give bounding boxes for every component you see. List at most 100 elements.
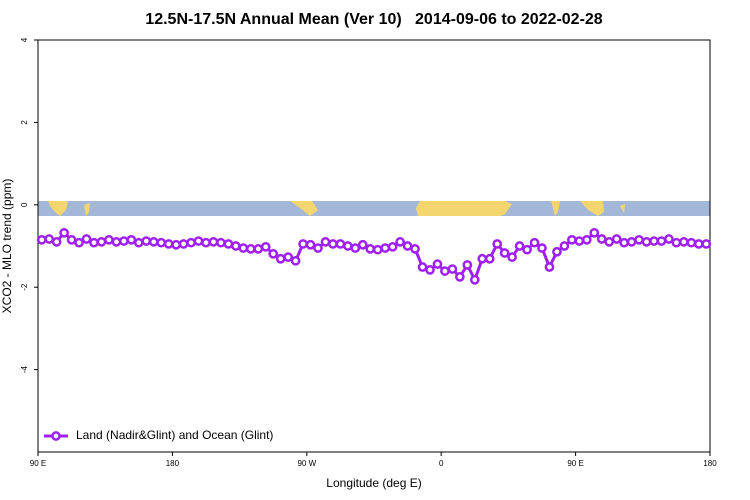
data-point [649, 236, 659, 246]
x-axis-label: Longitude (deg E) [326, 476, 421, 490]
data-point [626, 237, 637, 247]
data-point [634, 234, 644, 245]
data-point [275, 253, 286, 264]
data-point [216, 237, 226, 248]
data-point [89, 237, 99, 248]
data-point [231, 241, 241, 251]
data-point [484, 253, 495, 264]
y-tick-label: -2 [20, 283, 29, 291]
data-point [201, 237, 211, 248]
data-point [641, 237, 652, 247]
data-point [425, 265, 435, 275]
data-point [268, 248, 279, 259]
data-point [499, 248, 510, 258]
data-point [402, 241, 413, 251]
data-point [365, 244, 376, 254]
data-point [589, 227, 600, 238]
data-point [581, 234, 592, 245]
data-point [537, 243, 547, 253]
data-point [148, 237, 159, 247]
data-point [171, 239, 181, 250]
data-point [283, 252, 293, 262]
data-point [462, 260, 473, 270]
data-point [477, 253, 488, 264]
data-point [492, 239, 503, 249]
data-point [119, 236, 129, 246]
data-point [245, 244, 256, 254]
x-tick-label: 180 [703, 459, 717, 468]
data-point [596, 234, 607, 244]
data-point [619, 237, 629, 248]
data-point [133, 237, 144, 248]
data-point [469, 274, 480, 285]
data-point [126, 234, 137, 245]
y-axis-label: XCO2 - MLO trend (ppm) [0, 179, 14, 314]
data-point [380, 243, 391, 253]
legend-marker [51, 431, 61, 441]
data-point [447, 264, 458, 274]
data-point [238, 243, 249, 253]
data-point [343, 241, 353, 251]
data-point [529, 237, 540, 248]
data-point [604, 237, 615, 247]
data-point [432, 259, 443, 269]
data-point [514, 241, 525, 251]
data-point [178, 239, 189, 249]
data-point [298, 239, 308, 249]
data-point [208, 237, 219, 247]
legend-label: Land (Nadir&Glint) and Ocean (Glint) [76, 428, 273, 442]
data-point [260, 241, 271, 252]
data-point [387, 241, 398, 252]
data-point [395, 237, 405, 247]
data-point [455, 272, 465, 282]
data-point [36, 234, 47, 245]
data-point [163, 239, 174, 249]
data-point [357, 239, 368, 250]
data-point [559, 241, 570, 251]
data-point [507, 252, 517, 262]
data-point [186, 237, 196, 248]
data-point [335, 239, 346, 249]
chart-title: 12.5N-17.5N Annual Mean (Ver 10) 2014-09… [145, 11, 603, 28]
data-point [96, 237, 107, 247]
land-mask [38, 201, 710, 216]
data-point [544, 262, 555, 272]
y-tick-label: -4 [20, 365, 29, 373]
data-point [328, 239, 338, 249]
data-point [111, 237, 122, 247]
data-point [686, 237, 697, 248]
data-point [410, 244, 420, 254]
data-point [567, 234, 577, 245]
data-point [552, 246, 562, 257]
data-point [656, 236, 667, 246]
data-point [290, 255, 301, 266]
data-point [104, 234, 114, 245]
y-tick-label: 2 [20, 120, 29, 125]
x-tick-label: 90 E [567, 459, 583, 468]
x-tick-label: 90 W [297, 459, 316, 468]
data-point [66, 234, 77, 245]
data-point [350, 243, 361, 253]
x-tick-label: 180 [166, 459, 180, 468]
data-point [611, 234, 622, 244]
data-point [44, 234, 55, 244]
y-tick-label: 0 [20, 202, 29, 207]
data-point [141, 236, 152, 246]
data-point [156, 237, 167, 248]
data-point [417, 262, 428, 272]
data-point [701, 239, 712, 249]
data-point [671, 237, 682, 248]
data-point [320, 237, 331, 247]
data-point [372, 244, 383, 255]
data-point [193, 236, 204, 246]
data-point [440, 266, 450, 276]
data-point [522, 244, 532, 255]
data-point [574, 236, 585, 246]
data-point [223, 239, 234, 249]
data-point [59, 227, 69, 238]
data-point [664, 234, 674, 244]
data-point [74, 237, 84, 248]
x-tick-label: 0 [439, 459, 444, 468]
data-point [305, 239, 316, 250]
